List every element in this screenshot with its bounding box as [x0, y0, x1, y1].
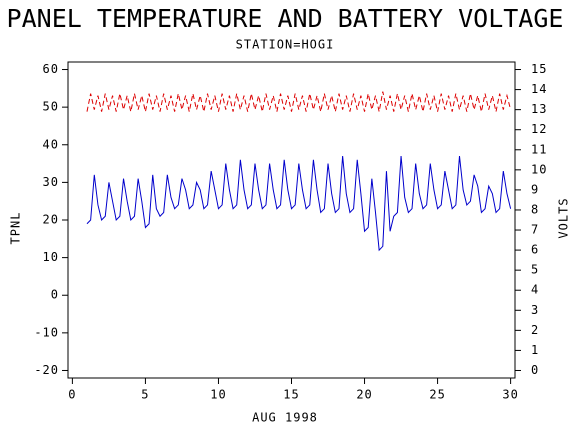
y-tick-label: 50 — [43, 100, 59, 114]
y2-tick-label: 2 — [531, 323, 539, 337]
y-tick-label: 40 — [43, 137, 59, 151]
y-tick-label: -10 — [34, 325, 59, 339]
y2-tick-label: 0 — [531, 363, 539, 377]
series-line — [87, 92, 511, 112]
series-line — [87, 156, 511, 250]
x-tick-label: 10 — [210, 388, 226, 402]
y2-tick-label: 13 — [531, 102, 547, 116]
y2-tick-label: 5 — [531, 263, 539, 277]
y2-tick-label: 1 — [531, 343, 539, 357]
y2-tick-label: 7 — [531, 223, 539, 237]
y2-axis-label: VOLTS — [557, 197, 570, 238]
y2-tick-label: 6 — [531, 243, 539, 257]
y2-tick-label: 3 — [531, 303, 539, 317]
y-tick-label: 10 — [43, 250, 59, 264]
y2-tick-label: 4 — [531, 283, 539, 297]
y2-tick-label: 8 — [531, 202, 539, 216]
y2-tick-label: 9 — [531, 182, 539, 196]
y-tick-label: 60 — [43, 62, 59, 76]
y-tick-label: 30 — [43, 175, 59, 189]
chart-title: PANEL TEMPERATURE AND BATTERY VOLTAGE — [7, 4, 564, 33]
y-tick-label: 20 — [43, 213, 59, 227]
x-tick-label: 5 — [141, 388, 149, 402]
y2-tick-label: 11 — [531, 142, 547, 156]
x-tick-label: 20 — [356, 388, 372, 402]
x-tick-label: 25 — [429, 388, 445, 402]
y2-tick-label: 14 — [531, 82, 547, 96]
y-tick-label: -20 — [34, 363, 59, 377]
y-tick-label: 0 — [51, 288, 59, 302]
x-tick-label: 15 — [283, 388, 299, 402]
y2-tick-label: 12 — [531, 122, 547, 136]
x-axis-label: AUG 1998 — [252, 411, 318, 425]
y2-tick-label: 10 — [531, 162, 547, 176]
x-tick-label: 0 — [68, 388, 76, 402]
chart-subtitle: STATION=HOGI — [236, 38, 335, 52]
x-tick-label: 30 — [502, 388, 518, 402]
y2-tick-label: 15 — [531, 62, 547, 76]
y-axis-label: TPNL — [9, 212, 23, 245]
